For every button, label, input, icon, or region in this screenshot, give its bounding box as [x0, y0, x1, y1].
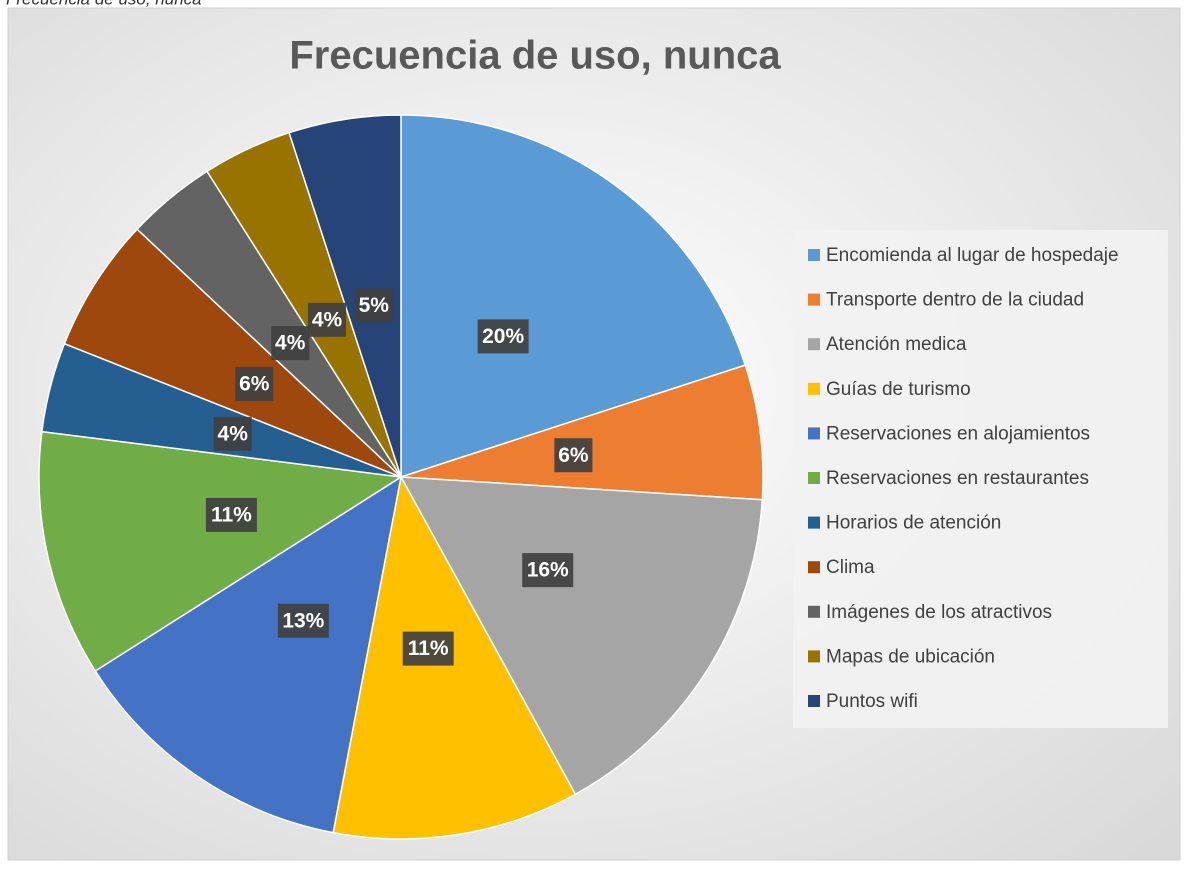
pie-slice	[399, 476, 764, 796]
legend-swatch	[808, 605, 820, 618]
data-label-box	[354, 288, 393, 323]
data-label-box	[477, 319, 529, 354]
data-label: 5%	[359, 294, 390, 317]
pie-slice	[400, 114, 747, 479]
data-label-box	[554, 438, 593, 473]
legend-swatch	[808, 472, 820, 484]
legend-label: Mapas de ubicación	[826, 646, 995, 667]
legend-label: Atención medica	[826, 334, 967, 355]
data-label: 4%	[312, 308, 343, 331]
legend-swatch	[808, 695, 820, 707]
data-label: 11%	[211, 503, 252, 526]
legend-label: Horarios de atención	[826, 513, 1001, 534]
legend-label: Puntos wifi	[826, 691, 918, 712]
data-label-box	[402, 631, 454, 666]
pie-slice	[38, 430, 404, 673]
data-label: 4%	[275, 332, 306, 355]
legend-box	[793, 230, 1168, 728]
pie-slice	[94, 475, 403, 834]
legend-swatch	[808, 516, 820, 529]
data-label-box	[277, 603, 329, 638]
legend-swatch	[808, 293, 820, 306]
data-label-box	[522, 553, 574, 588]
data-label: 6%	[239, 372, 270, 395]
pie-slice	[63, 228, 402, 478]
legend-label: Reservaciones en restaurantes	[826, 468, 1089, 489]
data-label: 6%	[558, 444, 589, 467]
data-label: 16%	[527, 559, 569, 582]
data-label: 4%	[218, 422, 249, 445]
legend-swatch	[808, 338, 820, 351]
legend-label: Transporte dentro de la ciudad	[826, 290, 1084, 311]
legend-label: Imágenes de los atractivos	[826, 602, 1052, 623]
pie-slice	[288, 114, 402, 478]
pie-slice	[332, 474, 577, 840]
legend-swatch	[808, 650, 820, 663]
data-label: 11%	[408, 637, 449, 660]
data-label-box	[205, 497, 257, 532]
legend-swatch	[808, 427, 820, 440]
legend-label: Reservaciones en alojamientos	[826, 423, 1090, 444]
chart-title: Frecuencia de uso, nunca	[289, 34, 781, 78]
legend-label: Guías de turismo	[826, 379, 971, 400]
caption: Frecuencia de uso, nunca	[6, 0, 202, 8]
legend-label: Encomienda al lugar de hospedaje	[826, 245, 1119, 266]
data-label: 20%	[482, 325, 524, 348]
legend-label: Clima	[826, 557, 875, 578]
legend-swatch	[808, 382, 820, 395]
legend-swatch	[808, 561, 820, 574]
pie-slice	[400, 364, 764, 501]
data-label-box	[308, 302, 347, 337]
data-label-box	[271, 326, 310, 361]
data-label-box	[213, 416, 252, 451]
legend-swatch	[808, 249, 820, 261]
data-label: 13%	[282, 609, 324, 632]
data-label-box	[235, 366, 274, 401]
